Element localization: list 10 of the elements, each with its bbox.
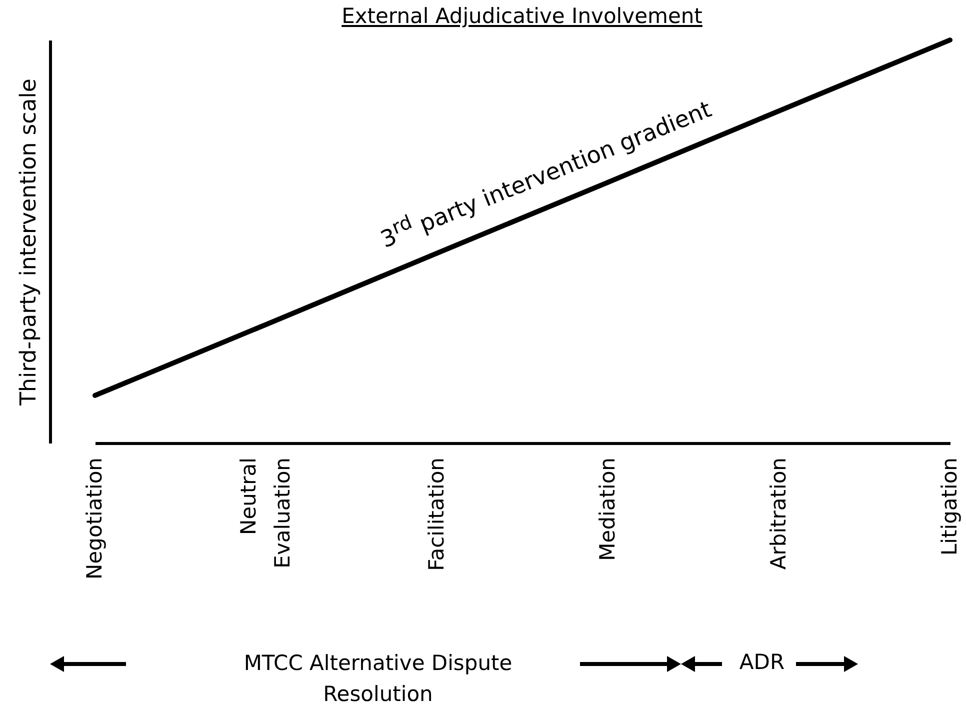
x-tick-label: Neutral Evaluation [236, 458, 294, 568]
x-tick-label: Negotiation [82, 458, 106, 580]
text: MTCC Alternative Dispute Resolution [242, 650, 514, 708]
x-tick-label: Litigation [938, 458, 962, 556]
text: ADR [739, 650, 785, 674]
x-tick-label: Arbitration [766, 458, 790, 570]
x-tick-label: Facilitation [424, 458, 448, 571]
chart-title: External Adjudicative Involvement [342, 4, 702, 28]
y-axis-title: Third-party intervention scale [16, 78, 42, 406]
x-tick-label: Mediation [596, 458, 620, 561]
